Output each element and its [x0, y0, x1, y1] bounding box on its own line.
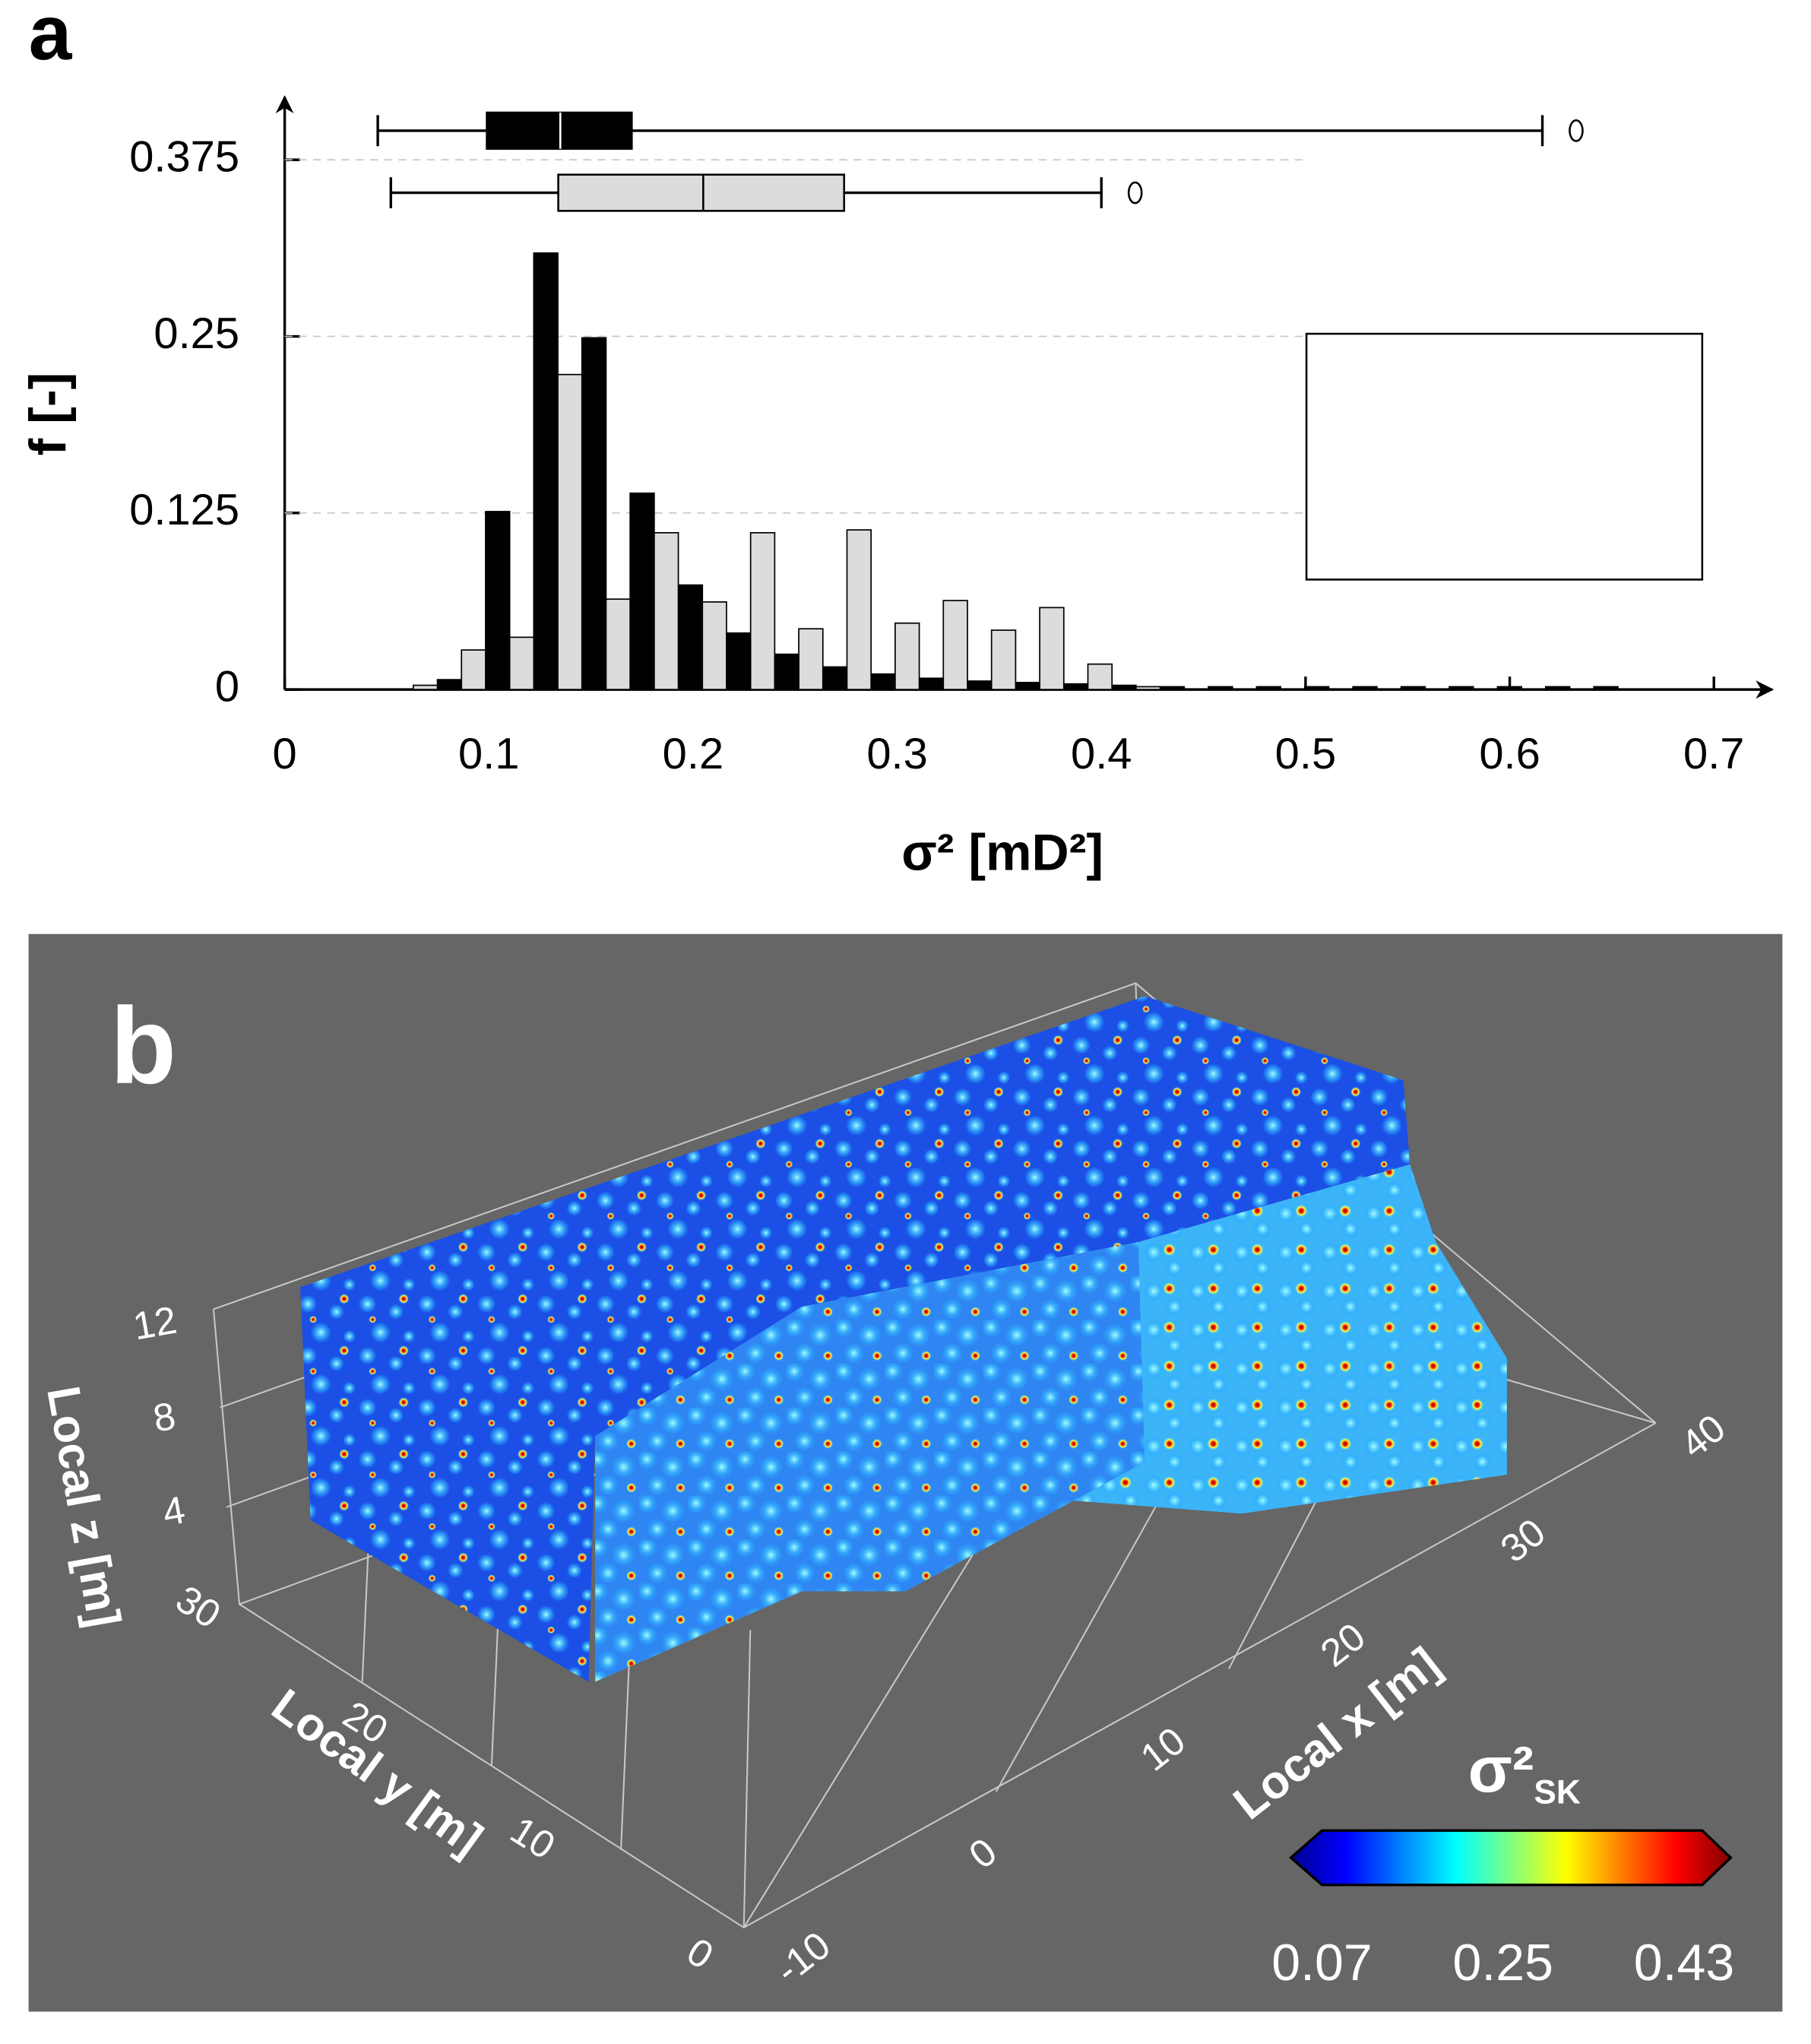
volume-side — [595, 1241, 1145, 1682]
bar — [870, 673, 896, 690]
bar — [1159, 686, 1186, 690]
colorbar — [1289, 1829, 1733, 1887]
x-tick-label: 0.7 — [1683, 730, 1744, 778]
colorbar-tick-label: 0.07 — [1271, 1934, 1372, 1992]
panel-label: a — [29, 0, 73, 76]
bar — [485, 511, 511, 690]
bar — [1545, 686, 1571, 690]
bar — [605, 598, 632, 690]
x-axis-label: σ² [mD²] — [901, 824, 1103, 882]
panel-label: b — [110, 986, 176, 1107]
x-tick-label: 0.2 — [663, 730, 723, 778]
volume-top — [300, 996, 1410, 1437]
x-tick-label: 0.3 — [866, 730, 927, 778]
bar — [942, 600, 968, 690]
bar — [1062, 683, 1089, 690]
bar — [508, 636, 535, 690]
volume-front — [300, 1287, 596, 1682]
bar — [749, 531, 776, 690]
bar — [677, 584, 704, 690]
bar — [436, 679, 463, 690]
y-tick-label: 0.25 — [154, 309, 239, 358]
bar — [846, 529, 872, 690]
bar — [894, 622, 920, 690]
bar — [1255, 686, 1281, 690]
bar — [557, 373, 583, 690]
legend-box — [1305, 332, 1704, 581]
bar — [1087, 663, 1113, 690]
bar — [412, 684, 439, 690]
x-tick-label: 0.1 — [458, 730, 519, 778]
box — [557, 173, 846, 212]
colorbar-tick-label: 0.25 — [1453, 1934, 1553, 1992]
bar — [1352, 686, 1378, 690]
outlier — [1127, 181, 1143, 204]
bar — [1039, 607, 1065, 690]
x-tick-label: 0.6 — [1479, 730, 1540, 778]
bar — [533, 252, 559, 690]
x-tick-label: 0 — [272, 730, 296, 778]
x-tick-label: 0.4 — [1071, 730, 1132, 778]
bar — [1015, 681, 1040, 690]
colorbar-title: σ²SK — [1468, 1734, 1581, 1811]
y-axis-label: f [-] — [19, 372, 77, 456]
bar — [798, 628, 824, 690]
volume — [300, 996, 1507, 1682]
bar — [1135, 686, 1161, 690]
colorbar-tick-label: 0.43 — [1634, 1934, 1734, 1992]
bar — [967, 680, 993, 690]
bar — [1208, 686, 1233, 690]
bar — [581, 337, 607, 690]
bar — [1400, 686, 1426, 690]
bar — [1593, 686, 1619, 690]
wire-edge — [742, 1630, 752, 1928]
outlier — [1569, 119, 1584, 142]
bar — [1303, 686, 1330, 690]
bar — [822, 666, 848, 690]
bar — [654, 531, 679, 690]
y-tick-label: 0 — [215, 662, 239, 711]
bar — [774, 653, 799, 690]
y-tick-label: 0.125 — [129, 486, 239, 534]
bar — [701, 601, 727, 690]
bar — [1448, 686, 1474, 690]
bar — [461, 649, 486, 690]
bar — [990, 629, 1017, 690]
box — [486, 111, 633, 150]
bar — [1496, 686, 1523, 690]
bar — [918, 677, 945, 690]
y-tick-label: 0.375 — [129, 133, 239, 182]
x-tick-label: 0.5 — [1275, 730, 1336, 778]
z-tick-label: 12 — [130, 1298, 180, 1348]
bar — [726, 632, 752, 690]
bar — [629, 492, 655, 690]
bar — [1111, 684, 1137, 690]
